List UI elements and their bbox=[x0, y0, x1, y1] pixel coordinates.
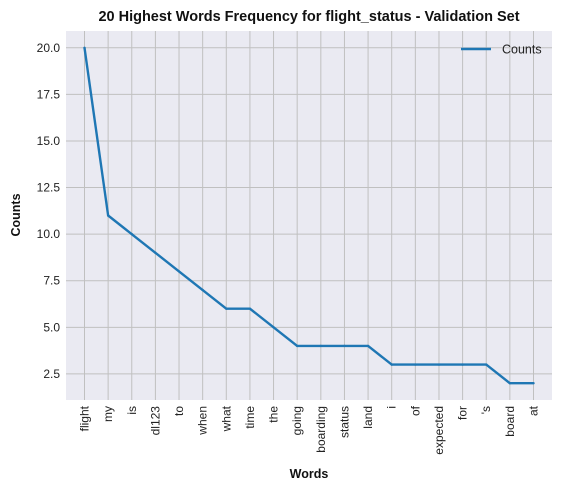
legend-label: Counts bbox=[502, 43, 542, 57]
y-tick-label: 12.5 bbox=[37, 181, 61, 195]
x-tick-label: when bbox=[196, 406, 210, 436]
data-point bbox=[295, 344, 299, 348]
series-lines bbox=[83, 46, 535, 385]
data-point bbox=[532, 382, 535, 385]
data-point bbox=[248, 307, 252, 310]
data-point bbox=[272, 326, 275, 329]
x-tick-label: going bbox=[290, 406, 304, 435]
x-tick-label: the bbox=[267, 406, 281, 423]
y-tick-label: 17.5 bbox=[37, 87, 61, 101]
x-axis-ticks: flight my is dl123 to when what time the going boa… bbox=[78, 405, 541, 454]
data-point bbox=[154, 251, 157, 254]
data-point bbox=[485, 363, 488, 366]
x-axis-label: Words bbox=[290, 467, 329, 481]
data-point bbox=[508, 382, 512, 385]
data-point bbox=[130, 232, 133, 236]
data-point bbox=[366, 344, 370, 348]
data-point bbox=[106, 214, 110, 217]
x-tick-label: flight bbox=[78, 405, 92, 431]
chart-title: 20 Highest Words Frequency for flight_st… bbox=[98, 9, 519, 25]
y-tick-label: 5.0 bbox=[43, 320, 60, 334]
y-tick-label: 10.0 bbox=[37, 227, 61, 241]
x-tick-label: of bbox=[408, 405, 422, 416]
data-point bbox=[319, 344, 323, 348]
x-tick-label: at bbox=[527, 405, 541, 416]
data-point bbox=[343, 344, 346, 348]
data-point bbox=[83, 46, 86, 49]
data-point bbox=[225, 307, 228, 310]
y-tick-label: 20.0 bbox=[37, 41, 61, 55]
x-tick-label: my bbox=[101, 406, 115, 422]
x-tick-label: land bbox=[361, 406, 375, 429]
y-tick-label: 7.5 bbox=[43, 274, 60, 288]
x-tick-label: i bbox=[385, 406, 399, 409]
legend: Counts bbox=[461, 43, 542, 57]
x-tick-label: to bbox=[172, 406, 186, 416]
x-tick-label: dl123 bbox=[148, 406, 162, 436]
x-tick-label: for bbox=[456, 406, 470, 420]
y-axis-label: Counts bbox=[9, 193, 23, 236]
data-point bbox=[390, 363, 393, 366]
plot-area bbox=[66, 31, 552, 400]
x-tick-label: expected bbox=[432, 406, 446, 455]
x-tick-label: time bbox=[243, 406, 257, 429]
data-point bbox=[414, 363, 417, 366]
y-tick-label: 15.0 bbox=[37, 134, 61, 148]
data-point bbox=[461, 363, 464, 366]
x-tick-label: status bbox=[337, 406, 351, 438]
data-point bbox=[437, 363, 441, 366]
series-line-counts bbox=[83, 47, 534, 385]
data-point bbox=[177, 270, 181, 273]
x-tick-label: 's bbox=[479, 406, 493, 414]
data-point bbox=[201, 288, 204, 292]
y-axis-ticks: 2.5 5.0 7.5 10.0 12.5 15.0 17.5 20.0 bbox=[37, 41, 61, 381]
x-tick-label: what bbox=[219, 405, 233, 432]
x-tick-label: boarding bbox=[314, 406, 328, 453]
x-tick-label: is bbox=[125, 406, 139, 415]
grid-lines bbox=[66, 31, 552, 400]
x-tick-label: board bbox=[503, 406, 517, 437]
y-tick-label: 2.5 bbox=[43, 367, 60, 381]
